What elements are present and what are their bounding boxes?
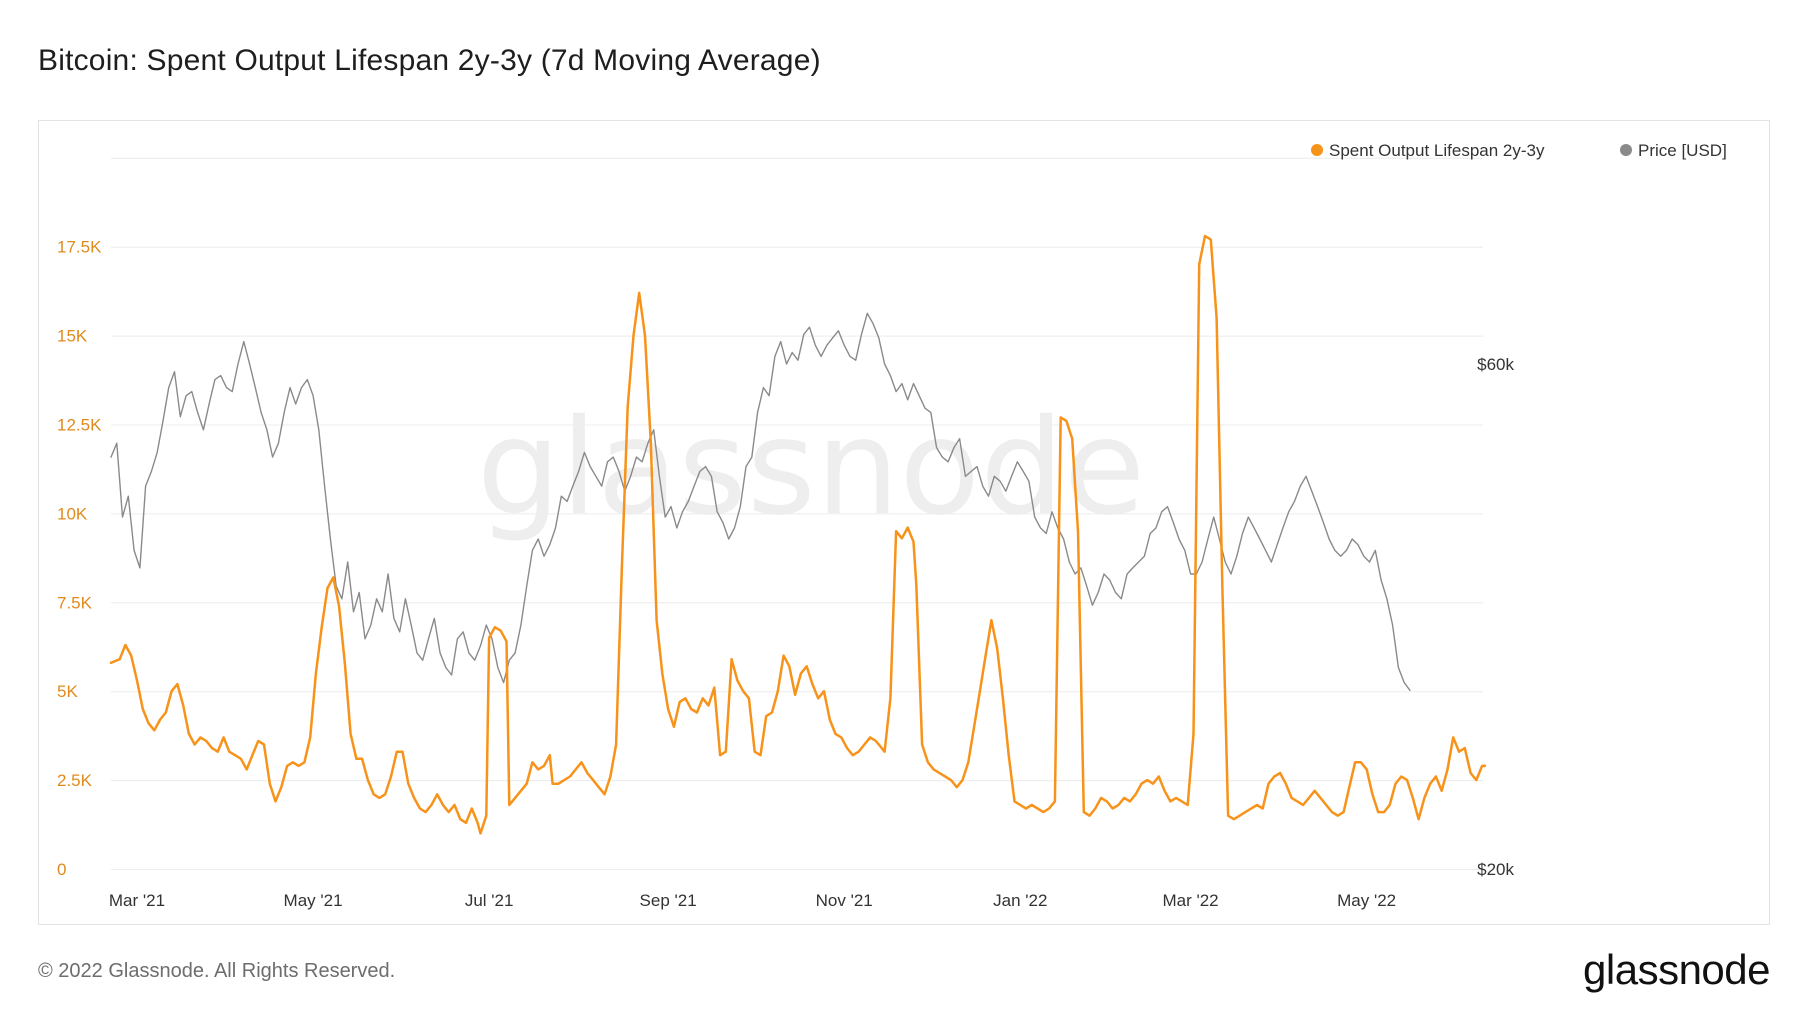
chart-svg: glassnode 0 2.5K 5K 7.5K 10K 12.5K 15K 17.5K $2… xyxy=(57,141,1727,910)
grid-lines xyxy=(111,157,1483,870)
left-axis-ticks: 0 2.5K 5K 7.5K 10K 12.5K 15K 17.5K xyxy=(57,238,102,879)
series-group xyxy=(109,234,1487,835)
y-left-tick-label: 15K xyxy=(57,327,88,346)
x-tick-label: Mar '21 xyxy=(109,891,165,910)
chart-panel: glassnode 0 2.5K 5K 7.5K 10K 12.5K 15K 17.5K $2… xyxy=(38,120,1770,925)
right-axis-ticks: $20k $60k xyxy=(1477,355,1514,879)
x-tick-label: Jul '21 xyxy=(465,891,514,910)
legend-label[interactable]: Spent Output Lifespan 2y-3y xyxy=(1329,141,1545,160)
x-tick-label: May '21 xyxy=(284,891,343,910)
legend: Spent Output Lifespan 2y-3y Price [USD] xyxy=(1311,141,1727,160)
x-tick-label: Jan '22 xyxy=(993,891,1047,910)
series-line-price xyxy=(110,312,1411,691)
y-left-tick-label: 2.5K xyxy=(57,771,93,790)
legend-label[interactable]: Price [USD] xyxy=(1638,141,1727,160)
chart-title: Bitcoin: Spent Output Lifespan 2y-3y (7d… xyxy=(38,44,821,77)
x-tick-label: Mar '22 xyxy=(1162,891,1218,910)
x-axis-ticks: Mar '21 May '21 Jul '21 Sep '21 Nov '21 Jan '… xyxy=(109,891,1396,910)
footer-logo: glassnode xyxy=(1583,946,1770,993)
x-tick-label: Nov '21 xyxy=(816,891,873,910)
series-line-spent-output-lifespan xyxy=(109,234,1487,835)
y-left-tick-label: 12.5K xyxy=(57,416,102,435)
x-tick-label: Sep '21 xyxy=(640,891,697,910)
x-tick-label: May '22 xyxy=(1337,891,1396,910)
y-right-tick-label: $60k xyxy=(1477,355,1514,374)
y-left-tick-label: 5K xyxy=(57,682,78,701)
legend-marker xyxy=(1311,144,1323,156)
legend-marker xyxy=(1620,144,1632,156)
y-right-tick-label: $20k xyxy=(1477,860,1514,879)
y-left-tick-label: 7.5K xyxy=(57,593,93,612)
y-left-tick-label: 10K xyxy=(57,504,88,523)
copyright: © 2022 Glassnode. All Rights Reserved. xyxy=(38,960,396,982)
y-left-tick-label: 0 xyxy=(57,860,66,879)
watermark: glassnode xyxy=(477,391,1145,545)
y-left-tick-label: 17.5K xyxy=(57,238,102,257)
